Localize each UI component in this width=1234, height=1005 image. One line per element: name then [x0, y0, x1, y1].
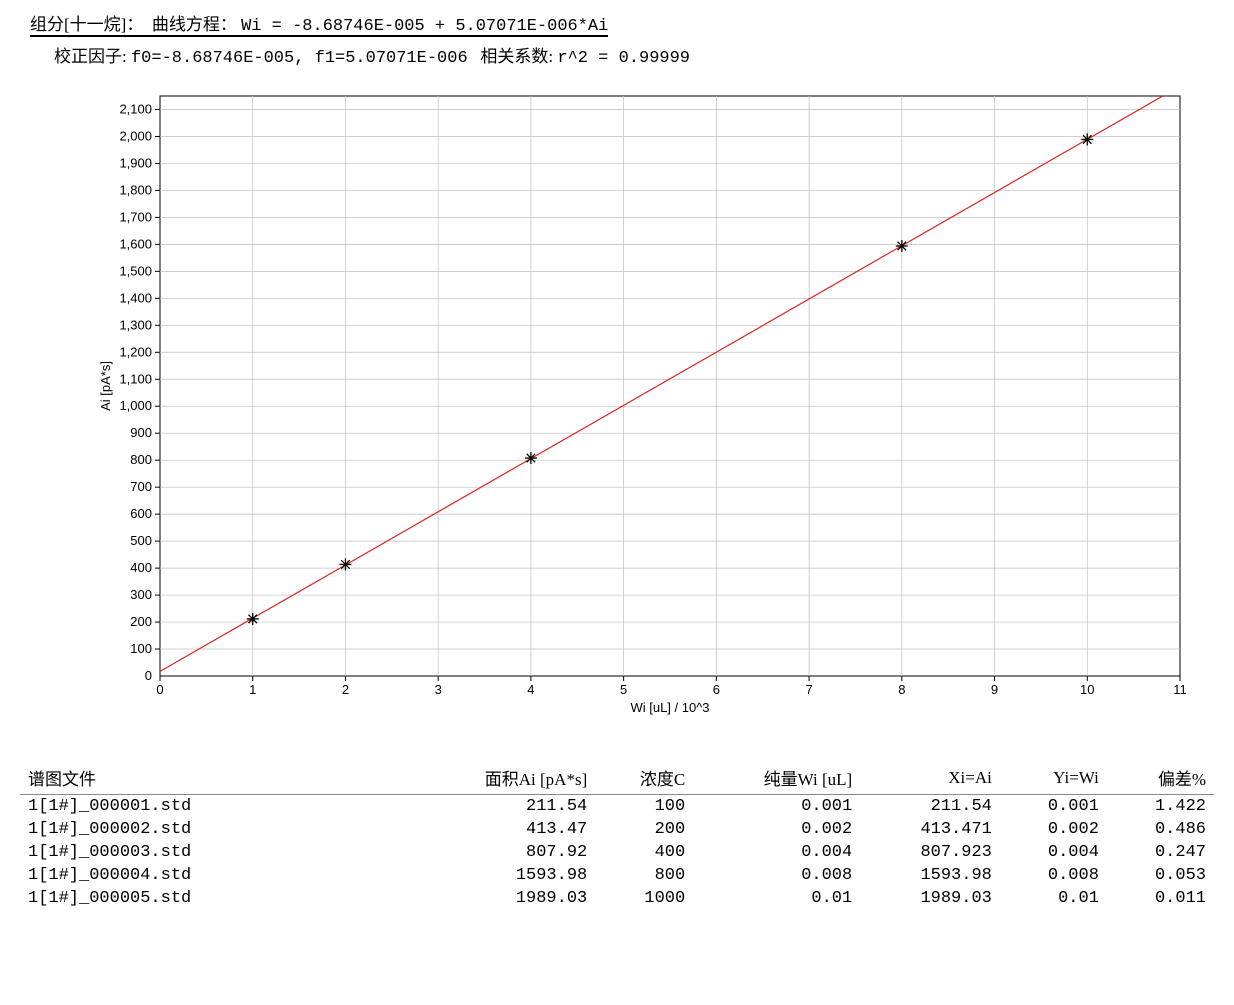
cell-yi: 0.004 [1000, 841, 1107, 864]
cell-pure: 0.008 [693, 864, 860, 887]
cell-dev: 0.247 [1107, 841, 1214, 864]
column-header-area: 面积Ai [pA*s] [406, 761, 595, 795]
svg-text:1,500: 1,500 [119, 263, 152, 278]
cell-dev: 0.011 [1107, 887, 1214, 910]
cell-xi: 1593.98 [860, 864, 1000, 887]
svg-text:100: 100 [130, 641, 152, 656]
table-header-row: 谱图文件面积Ai [pA*s]浓度C纯量Wi [uL]Xi=AiYi=Wi偏差% [20, 761, 1214, 795]
svg-text:1,600: 1,600 [119, 236, 152, 251]
column-header-pure: 纯量Wi [uL] [693, 761, 860, 795]
table-row: 1[1#]_000003.std807.924000.004807.9230.0… [20, 841, 1214, 864]
header-line-2: 校正因子: f0=-8.68746E-005, f1=5.07071E-006 … [20, 42, 1214, 68]
cell-area: 1593.98 [406, 864, 595, 887]
svg-text:1,100: 1,100 [119, 371, 152, 386]
column-header-yi: Yi=Wi [1000, 761, 1107, 795]
table-row: 1[1#]_000004.std1593.988000.0081593.980.… [20, 864, 1214, 887]
data-table-wrap: 谱图文件面积Ai [pA*s]浓度C纯量Wi [uL]Xi=AiYi=Wi偏差%… [20, 761, 1214, 910]
header-line-1: 组分[十一烷]： 曲线方程： Wi = -8.68746E-005 + 5.07… [20, 10, 1214, 38]
cell-yi: 0.002 [1000, 818, 1107, 841]
table-row: 1[1#]_000005.std1989.0310000.011989.030.… [20, 887, 1214, 910]
cell-yi: 0.001 [1000, 795, 1107, 819]
svg-text:2,100: 2,100 [119, 101, 152, 116]
cell-pure: 0.002 [693, 818, 860, 841]
svg-text:0: 0 [156, 682, 163, 697]
svg-text:600: 600 [130, 506, 152, 521]
table-body: 1[1#]_000001.std211.541000.001211.540.00… [20, 795, 1214, 911]
svg-text:1: 1 [249, 682, 256, 697]
cell-file: 1[1#]_000002.std [20, 818, 406, 841]
cell-pure: 0.001 [693, 795, 860, 819]
cell-yi: 0.01 [1000, 887, 1107, 910]
curve-equation-label: 曲线方程： [152, 15, 237, 34]
rsquared-label: 相关系数: [480, 47, 553, 66]
svg-text:6: 6 [713, 682, 720, 697]
svg-text:1,900: 1,900 [119, 155, 152, 170]
svg-text:700: 700 [130, 479, 152, 494]
correction-label: 校正因子: [54, 47, 127, 66]
svg-text:Wi [uL] / 10^3: Wi [uL] / 10^3 [630, 700, 709, 715]
svg-text:0: 0 [145, 668, 152, 683]
cell-conc: 1000 [595, 887, 693, 910]
cell-xi: 1989.03 [860, 887, 1000, 910]
cell-xi: 413.471 [860, 818, 1000, 841]
table-row: 1[1#]_000002.std413.472000.002413.4710.0… [20, 818, 1214, 841]
component-label: 组分[十一烷]： [30, 15, 143, 34]
cell-conc: 800 [595, 864, 693, 887]
svg-text:500: 500 [130, 533, 152, 548]
cell-file: 1[1#]_000001.std [20, 795, 406, 819]
svg-text:7: 7 [805, 682, 812, 697]
column-header-dev: 偏差% [1107, 761, 1214, 795]
correction-values: f0=-8.68746E-005, f1=5.07071E-006 [131, 49, 468, 68]
svg-text:1,200: 1,200 [119, 344, 152, 359]
svg-text:8: 8 [898, 682, 905, 697]
svg-text:1,700: 1,700 [119, 209, 152, 224]
svg-text:800: 800 [130, 452, 152, 467]
svg-text:2,000: 2,000 [119, 128, 152, 143]
cell-xi: 807.923 [860, 841, 1000, 864]
cell-file: 1[1#]_000004.std [20, 864, 406, 887]
svg-text:9: 9 [991, 682, 998, 697]
svg-text:10: 10 [1080, 682, 1094, 697]
cell-pure: 0.004 [693, 841, 860, 864]
cell-area: 211.54 [406, 795, 595, 819]
svg-text:1,800: 1,800 [119, 182, 152, 197]
rsquared-value: r^2 = 0.99999 [557, 49, 690, 68]
svg-text:5: 5 [620, 682, 627, 697]
column-header-xi: Xi=Ai [860, 761, 1000, 795]
svg-text:2: 2 [342, 682, 349, 697]
cell-area: 1989.03 [406, 887, 595, 910]
column-header-file: 谱图文件 [20, 761, 406, 795]
column-header-conc: 浓度C [595, 761, 693, 795]
cell-conc: 100 [595, 795, 693, 819]
svg-text:1,300: 1,300 [119, 317, 152, 332]
svg-text:4: 4 [527, 682, 534, 697]
svg-text:Ai [pA*s]: Ai [pA*s] [98, 361, 113, 411]
cell-dev: 1.422 [1107, 795, 1214, 819]
svg-text:400: 400 [130, 560, 152, 575]
cell-conc: 200 [595, 818, 693, 841]
cell-pure: 0.01 [693, 887, 860, 910]
svg-text:1,000: 1,000 [119, 398, 152, 413]
svg-text:11: 11 [1173, 682, 1187, 697]
svg-text:300: 300 [130, 587, 152, 602]
cell-yi: 0.008 [1000, 864, 1107, 887]
svg-text:200: 200 [130, 614, 152, 629]
data-table: 谱图文件面积Ai [pA*s]浓度C纯量Wi [uL]Xi=AiYi=Wi偏差%… [20, 761, 1214, 910]
svg-text:3: 3 [435, 682, 442, 697]
table-row: 1[1#]_000001.std211.541000.001211.540.00… [20, 795, 1214, 819]
cell-area: 413.47 [406, 818, 595, 841]
svg-text:1,400: 1,400 [119, 290, 152, 305]
cell-file: 1[1#]_000003.std [20, 841, 406, 864]
svg-text:900: 900 [130, 425, 152, 440]
curve-equation: Wi = -8.68746E-005 + 5.07071E-006*Ai [241, 17, 608, 36]
cell-conc: 400 [595, 841, 693, 864]
cell-dev: 0.486 [1107, 818, 1214, 841]
chart-svg: 0 1 2 3 4 5 6 7 8 9 10 11 100 200 300 400 500 600 700 800 90… [90, 86, 1190, 726]
calibration-chart: 0 1 2 3 4 5 6 7 8 9 10 11 100 200 300 400 500 600 700 800 90… [90, 86, 1214, 731]
cell-dev: 0.053 [1107, 864, 1214, 887]
cell-file: 1[1#]_000005.std [20, 887, 406, 910]
cell-xi: 211.54 [860, 795, 1000, 819]
cell-area: 807.92 [406, 841, 595, 864]
